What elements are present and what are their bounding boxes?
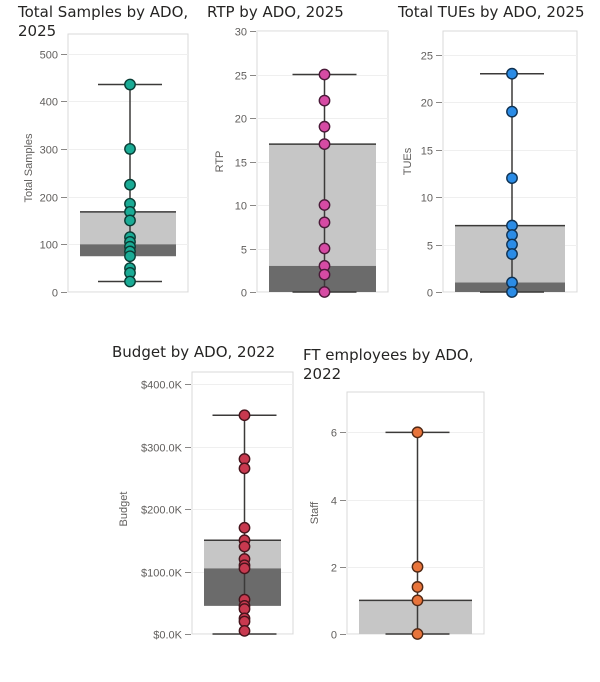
data-point bbox=[411, 426, 424, 439]
y-tick-label: $0.0K bbox=[153, 630, 182, 642]
y-tick-label: $200.0K bbox=[141, 505, 183, 517]
data-point bbox=[124, 250, 136, 263]
data-point bbox=[506, 286, 518, 298]
chart-samples: Total Samples by ADO, 2025 bbox=[0, 0, 200, 310]
y-tick-label: 20 bbox=[421, 98, 433, 110]
y-tick-label: 0 bbox=[331, 630, 337, 642]
data-point bbox=[238, 540, 251, 553]
y-tick-label: 300 bbox=[40, 145, 58, 157]
y-tick-label: 20 bbox=[235, 114, 247, 126]
y-tick-label: $100.0K bbox=[141, 568, 183, 580]
title-line: Total TUEs by ADO, 2025 bbox=[398, 3, 585, 21]
y-tick-label: 200 bbox=[40, 193, 58, 205]
data-point bbox=[124, 78, 136, 91]
data-point bbox=[318, 94, 331, 107]
y-tick-label: 5 bbox=[427, 241, 433, 253]
data-point bbox=[318, 268, 331, 281]
chart-tues-plot: 0 5 10 15 20 25 TUEs bbox=[402, 30, 578, 300]
y-tick-label: 10 bbox=[235, 201, 247, 213]
data-point bbox=[318, 199, 331, 211]
chart-title: RTP by ADO, 2025 bbox=[207, 3, 344, 22]
y-tick-label: 15 bbox=[235, 158, 247, 170]
data-point bbox=[411, 594, 424, 607]
data-point bbox=[238, 409, 251, 422]
y-axis-label: RTP bbox=[214, 151, 226, 173]
data-point bbox=[124, 275, 136, 288]
data-point bbox=[318, 216, 331, 229]
chart-budget-plot: $0.0K $100.0K $200.0K $300.0K $400.0K Budget bbox=[118, 371, 294, 642]
chart-rtp-plot: 0 5 10 15 20 25 30 RTP bbox=[214, 27, 389, 300]
data-point bbox=[238, 562, 251, 575]
data-point bbox=[411, 628, 424, 640]
data-point bbox=[506, 67, 518, 80]
y-tick-label: 0 bbox=[52, 288, 58, 300]
y-tick-label: 400 bbox=[40, 97, 58, 109]
data-point bbox=[238, 521, 251, 534]
y-tick-label: 0 bbox=[241, 288, 247, 300]
data-point bbox=[318, 120, 331, 133]
y-axis-label: TUEs bbox=[402, 147, 414, 175]
y-tick-label: 25 bbox=[235, 71, 247, 83]
data-point bbox=[318, 68, 331, 81]
data-point bbox=[411, 560, 424, 573]
data-point bbox=[124, 178, 136, 191]
box-upper bbox=[359, 600, 472, 634]
data-point bbox=[124, 143, 136, 155]
chart-tues: Total TUEs by ADO, 2025 bbox=[390, 0, 600, 310]
y-tick-label: 100 bbox=[40, 240, 58, 252]
y-tick-label: 4 bbox=[331, 496, 337, 508]
data-point bbox=[506, 172, 518, 185]
chart-title: Total Samples by ADO, 2025 bbox=[18, 3, 188, 41]
data-point bbox=[124, 214, 136, 227]
data-point bbox=[506, 248, 518, 260]
y-tick-label: 0 bbox=[427, 288, 433, 300]
title-line: RTP by ADO, 2025 bbox=[207, 3, 344, 21]
title-line: FT employees by ADO, bbox=[303, 346, 474, 364]
y-tick-label: 30 bbox=[235, 27, 247, 39]
y-axis-label: Total Samples bbox=[23, 133, 35, 203]
data-point bbox=[506, 105, 518, 118]
title-line: 2025 bbox=[18, 22, 57, 40]
chart-budget: Budget by ADO, 2022 bbox=[100, 340, 300, 680]
data-point bbox=[318, 242, 331, 255]
data-point bbox=[411, 581, 424, 593]
chart-title: FT employees by ADO, 2022 bbox=[303, 346, 473, 384]
chart-staff-plot: 0 2 4 6 Staff bbox=[309, 391, 485, 642]
y-tick-label: 500 bbox=[40, 50, 58, 62]
y-tick-label: 5 bbox=[241, 245, 247, 257]
y-tick-label: 2 bbox=[331, 563, 337, 575]
data-point bbox=[238, 624, 251, 637]
data-point bbox=[238, 462, 251, 475]
chart-staff: FT employees by ADO, 2022 bbox=[295, 340, 495, 680]
chart-title: Total TUEs by ADO, 2025 bbox=[398, 3, 585, 22]
y-tick-label: 10 bbox=[421, 193, 433, 205]
chart-rtp: RTP by ADO, 2025 bbox=[200, 0, 400, 310]
y-tick-label: 6 bbox=[331, 428, 337, 440]
title-line: Total Samples by ADO, bbox=[18, 3, 189, 21]
title-line: Budget by ADO, 2022 bbox=[112, 343, 276, 361]
data-point bbox=[318, 138, 331, 151]
y-axis-label: Budget bbox=[118, 492, 130, 527]
title-line: 2022 bbox=[303, 365, 342, 383]
y-tick-label: 15 bbox=[421, 146, 433, 158]
y-axis-label: Staff bbox=[309, 501, 321, 524]
data-point bbox=[318, 286, 331, 298]
chart-title: Budget by ADO, 2022 bbox=[112, 343, 275, 362]
y-tick-label: 25 bbox=[421, 51, 433, 63]
chart-samples-plot: 0 100 200 300 400 500 Total Samples bbox=[23, 33, 189, 300]
y-tick-label: $300.0K bbox=[141, 443, 183, 455]
y-tick-label: $400.0K bbox=[141, 380, 183, 392]
